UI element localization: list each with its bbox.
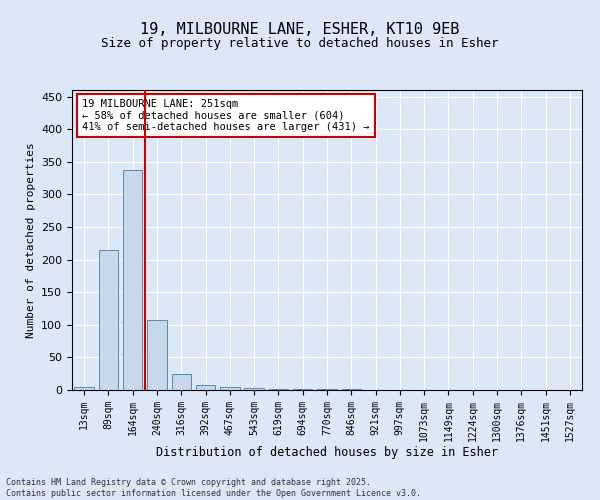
Bar [99, 250, 118, 390]
Y-axis label: Number of detached properties: Number of detached properties [26, 142, 35, 338]
X-axis label: Distribution of detached houses by size in Esher: Distribution of detached houses by size … [156, 446, 498, 460]
Bar [123, 170, 142, 390]
Bar [196, 385, 215, 390]
Bar [269, 388, 288, 390]
Bar [74, 386, 94, 390]
Text: 19, MILBOURNE LANE, ESHER, KT10 9EB: 19, MILBOURNE LANE, ESHER, KT10 9EB [140, 22, 460, 38]
Text: 19 MILBOURNE LANE: 251sqm
← 58% of detached houses are smaller (604)
41% of semi: 19 MILBOURNE LANE: 251sqm ← 58% of detac… [82, 99, 370, 132]
Bar [172, 374, 191, 390]
Text: Contains HM Land Registry data © Crown copyright and database right 2025.
Contai: Contains HM Land Registry data © Crown c… [6, 478, 421, 498]
Text: Size of property relative to detached houses in Esher: Size of property relative to detached ho… [101, 38, 499, 51]
Bar [220, 388, 239, 390]
Bar [244, 388, 264, 390]
Bar [147, 320, 167, 390]
